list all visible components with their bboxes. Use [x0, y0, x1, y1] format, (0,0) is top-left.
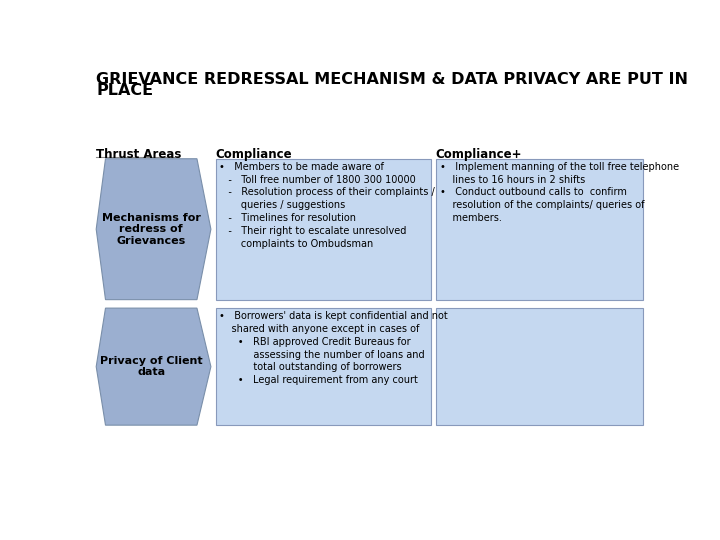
Text: •   Members to be made aware of
   -   Toll free number of 1800 300 10000
   -  : • Members to be made aware of - Toll fre… — [220, 162, 435, 248]
Text: Compliance: Compliance — [215, 148, 292, 161]
Text: •   Borrowers' data is kept confidential and not
    shared with anyone except i: • Borrowers' data is kept confidential a… — [220, 311, 448, 385]
Text: PLACE: PLACE — [96, 83, 153, 98]
Polygon shape — [96, 308, 211, 425]
Text: Thrust Areas: Thrust Areas — [96, 148, 181, 161]
Bar — [436, 159, 644, 300]
Text: GRIEVANCE REDRESSAL MECHANISM & DATA PRIVACY ARE PUT IN: GRIEVANCE REDRESSAL MECHANISM & DATA PRI… — [96, 72, 688, 87]
Text: Privacy of Client
data: Privacy of Client data — [100, 356, 202, 377]
Polygon shape — [96, 159, 211, 300]
Bar — [215, 308, 431, 425]
Bar — [215, 159, 431, 300]
Bar — [436, 308, 644, 425]
Text: •   Implement manning of the toll free telephone
    lines to 16 hours in 2 shif: • Implement manning of the toll free tel… — [439, 162, 679, 223]
Text: Compliance+: Compliance+ — [436, 148, 522, 161]
Text: Mechanisms for
redress of
Grievances: Mechanisms for redress of Grievances — [102, 213, 201, 246]
